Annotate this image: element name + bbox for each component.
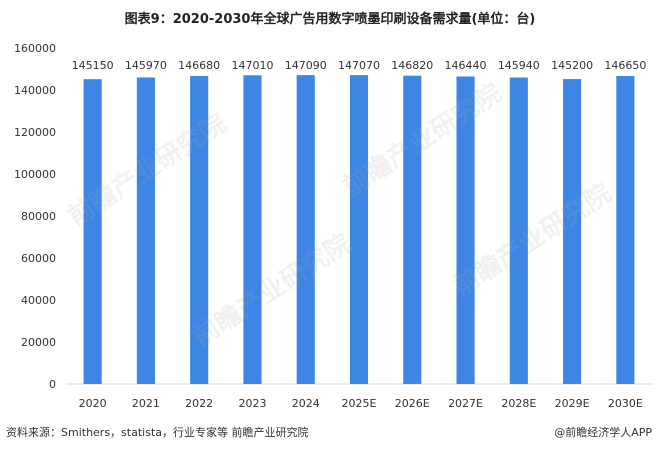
- y-tick-label: 60000: [21, 252, 56, 265]
- bar: [563, 79, 582, 384]
- bar: [296, 75, 315, 385]
- bar: [509, 77, 528, 384]
- bar: [403, 75, 422, 384]
- bar-value-label: 146680: [178, 59, 220, 72]
- x-axis-ticks: 2020 2021 2022 2023 2024 2025E 2026E 2027E 2028E…: [79, 397, 643, 410]
- x-tick-label: 2030E: [608, 397, 643, 410]
- bar: [616, 76, 635, 384]
- bar-value-label: 146820: [391, 59, 433, 72]
- data-labels-group: 145150 145970 146680 147010 147090 147070 1468…: [72, 59, 647, 72]
- bar-value-label: 147090: [285, 59, 327, 72]
- y-tick-label: 0: [49, 378, 56, 391]
- y-tick-label: 140000: [14, 84, 56, 97]
- bar-value-label: 145970: [125, 59, 167, 72]
- y-tick-label: 80000: [21, 210, 56, 223]
- bar: [190, 75, 209, 385]
- bar: [243, 75, 262, 385]
- bar: [83, 79, 102, 384]
- bar-value-label: 147070: [338, 59, 380, 72]
- y-tick-label: 120000: [14, 126, 56, 139]
- bar-value-label: 146650: [604, 59, 646, 72]
- bar-value-label: 145940: [498, 59, 540, 72]
- bar: [349, 75, 369, 384]
- x-tick-label: 2024: [292, 397, 320, 410]
- x-tick-label: 2025E: [342, 397, 377, 410]
- y-tick-label: 160000: [14, 42, 56, 55]
- bar-value-label: 145200: [551, 59, 593, 72]
- source-note: 资料来源：Smithers，statista，行业专家等 前瞻产业研究院: [6, 426, 309, 439]
- bar-value-label: 146440: [445, 59, 487, 72]
- chart-title: 图表9：2020-2030年全球广告用数字喷墨印刷设备需求量(单位：台): [124, 12, 536, 27]
- x-tick-label: 2020: [79, 397, 107, 410]
- x-tick-label: 2027E: [448, 397, 483, 410]
- y-axis-ticks: 0 20000 40000 60000 80000 100000 120000 140000 1…: [14, 42, 56, 391]
- x-tick-label: 2021: [132, 397, 160, 410]
- x-tick-label: 2022: [185, 397, 213, 410]
- x-tick-label: 2028E: [501, 397, 536, 410]
- bar: [136, 77, 155, 384]
- x-tick-label: 2026E: [395, 397, 430, 410]
- y-tick-label: 40000: [21, 294, 56, 307]
- credit-label: @前瞻经济学人APP: [554, 426, 652, 439]
- bar: [456, 76, 475, 384]
- bar-value-label: 145150: [72, 59, 114, 72]
- y-tick-label: 20000: [21, 336, 56, 349]
- x-tick-label: 2023: [238, 397, 266, 410]
- x-tick-label: 2029E: [555, 397, 590, 410]
- y-tick-label: 100000: [14, 168, 56, 181]
- bar-value-label: 147010: [231, 59, 273, 72]
- bars-group: [83, 75, 635, 385]
